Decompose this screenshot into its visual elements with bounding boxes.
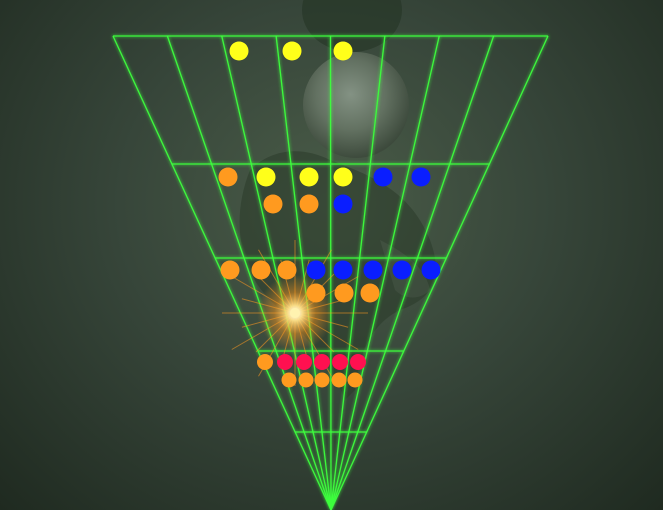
red-ball <box>296 354 312 370</box>
blue-ball <box>411 167 431 187</box>
orange-ball <box>360 283 380 303</box>
yellow-ball <box>256 167 276 187</box>
orange-ball <box>334 283 354 303</box>
orange-ball <box>281 372 297 388</box>
yellow-ball <box>282 41 302 61</box>
grid-column-line <box>221 35 332 510</box>
red-ball <box>332 354 348 370</box>
blue-ball <box>333 260 353 280</box>
orange-ball <box>218 167 238 187</box>
orange-ball <box>257 354 273 370</box>
light-core <box>290 308 300 318</box>
orange-ball <box>277 260 297 280</box>
grid-column-line <box>329 35 332 510</box>
ball-grid <box>218 41 441 388</box>
red-ball <box>277 354 293 370</box>
orange-ball <box>347 372 363 388</box>
orange-ball <box>251 260 271 280</box>
yellow-ball <box>333 41 353 61</box>
orange-ball <box>220 260 240 280</box>
yellow-ball <box>229 41 249 61</box>
yellow-ball <box>299 167 319 187</box>
orange-ball <box>306 283 326 303</box>
grid-column-line <box>166 35 332 510</box>
orange-ball <box>314 372 330 388</box>
red-ball <box>314 354 330 370</box>
blue-ball <box>306 260 326 280</box>
grid-column-line <box>330 35 440 510</box>
yellow-ball <box>333 167 353 187</box>
perspective-grid <box>112 35 549 510</box>
blue-ball <box>333 194 353 214</box>
red-ball <box>350 354 366 370</box>
blue-ball <box>421 260 441 280</box>
orange-ball <box>299 194 319 214</box>
blue-ball <box>373 167 393 187</box>
grid-column-line <box>330 35 495 510</box>
blue-ball <box>363 260 383 280</box>
orange-ball <box>298 372 314 388</box>
glass-sphere <box>303 52 409 158</box>
orange-ball <box>331 372 347 388</box>
grid-column-line <box>330 35 386 510</box>
orange-ball <box>263 194 283 214</box>
blue-ball <box>392 260 412 280</box>
grid-column-line <box>275 35 332 510</box>
